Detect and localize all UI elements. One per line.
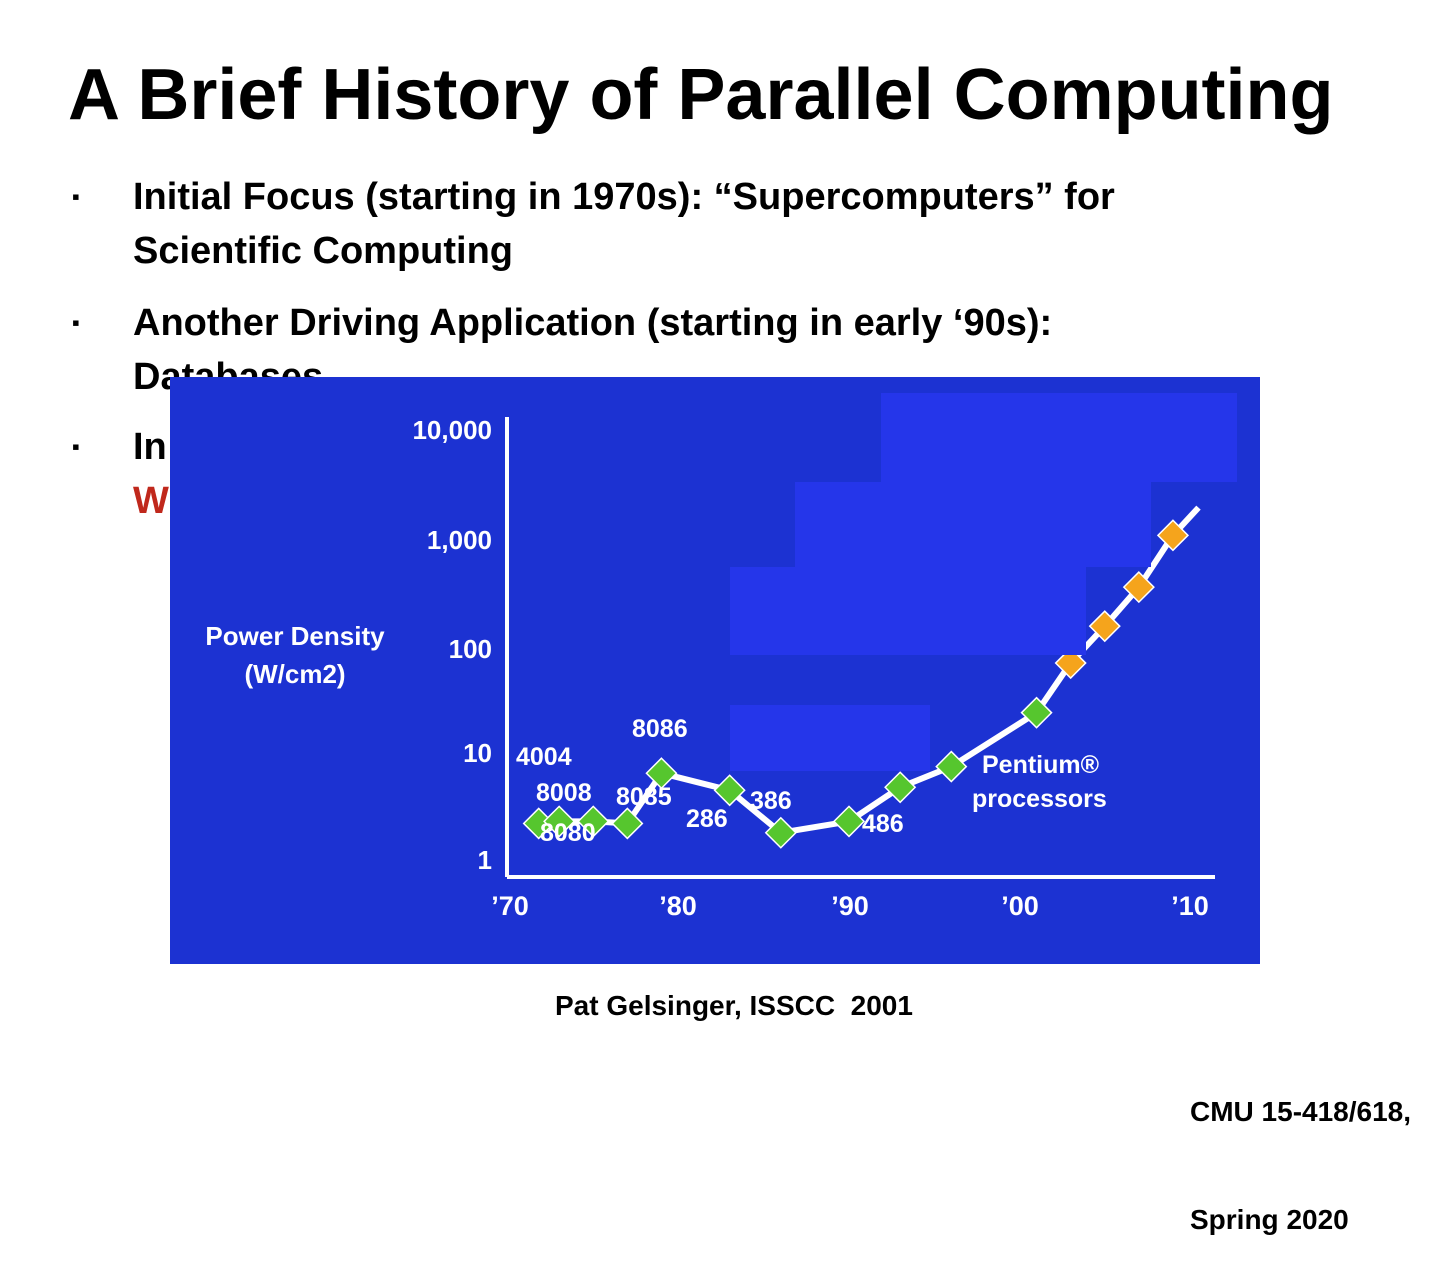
annotation-pentium: Pentium® <box>982 751 1100 779</box>
series-line <box>538 505 1201 836</box>
x-tick-label: ’00 <box>1001 891 1039 921</box>
annotation-8008: 8008 <box>536 779 592 807</box>
annotation-386: 386 <box>750 787 792 815</box>
x-tick-label: ’80 <box>659 891 697 921</box>
bullet-supercomputers: ▪ Initial Focus (starting in 1970s): “Su… <box>72 170 1412 278</box>
y-tick-label: 1,000 <box>427 525 492 555</box>
annotation-8085: 8085 <box>616 783 672 811</box>
bullet-line: In <box>133 426 167 468</box>
x-tick-label: ’70 <box>491 891 529 921</box>
axes <box>505 417 1215 879</box>
data-point-marker <box>1088 610 1121 643</box>
data-point-marker <box>713 774 746 807</box>
data-point-marker <box>1156 519 1190 552</box>
footer-line: Spring 2020 <box>1190 1204 1349 1235</box>
data-point-marker <box>935 750 968 783</box>
chart-svg: 10,000 1,000 100 10 1 ’70 ’80 ’90 ’00 ’1… <box>170 377 1260 964</box>
y-tick-label: 10,000 <box>412 415 492 445</box>
data-point-marker <box>764 816 797 849</box>
y-axis-label-line: Power Density <box>205 621 385 651</box>
data-point-marker <box>1054 646 1087 680</box>
annotation-286: 286 <box>686 805 728 833</box>
y-tick-label: 10 <box>463 738 492 768</box>
course-footer: CMU 15-418/618, Spring 2020 <box>1190 1022 1411 1274</box>
source-caption: Pat Gelsinger, ISSCC 2001 <box>555 990 913 1021</box>
data-point-marker <box>1020 696 1053 729</box>
data-point-marker <box>884 771 917 804</box>
annotation-4004: 4004 <box>516 743 572 771</box>
y-tick-label: 1 <box>478 845 492 875</box>
bullet-marker: ▪ <box>72 310 80 335</box>
bullet-third: ▪ In W <box>72 420 1412 528</box>
mask-block <box>795 482 1151 567</box>
annotation-486: 486 <box>862 810 904 838</box>
slide-title: A Brief History of Parallel Computing <box>68 55 1334 135</box>
x-tick-label: ’10 <box>1171 891 1209 921</box>
mask-block <box>881 393 1237 482</box>
data-point-marker <box>611 807 644 840</box>
annotation-8080: 8080 <box>540 819 596 847</box>
mask-block <box>730 567 1086 655</box>
y-tick-label: 100 <box>449 634 492 664</box>
y-axis-label: Power Density (W/cm2) <box>205 621 385 689</box>
data-point-marker <box>543 805 576 838</box>
annotation-processors: processors <box>972 785 1107 813</box>
annotation-8086: 8086 <box>632 715 688 743</box>
bullet-line: Scientific Computing <box>133 230 513 272</box>
data-point-marker <box>577 805 610 838</box>
y-axis-label-line: (W/cm2) <box>244 659 345 689</box>
data-point-marker <box>1122 571 1155 604</box>
bullet-line: W <box>133 480 169 522</box>
x-tick-label: ’90 <box>831 891 869 921</box>
mask-layer <box>730 393 1237 771</box>
data-point-marker <box>832 805 866 838</box>
power-density-chart: 10,000 1,000 100 10 1 ’70 ’80 ’90 ’00 ’1… <box>170 377 1260 964</box>
footer-line: CMU 15-418/618, <box>1190 1096 1412 1127</box>
axis-labels: 10,000 1,000 100 10 1 ’70 ’80 ’90 ’00 ’1… <box>205 415 1208 921</box>
bullet-line: Another Driving Application (starting in… <box>133 302 1053 344</box>
bullet-line: Initial Focus (starting in 1970s): “Supe… <box>133 176 1115 218</box>
bullet-marker: ▪ <box>72 434 80 459</box>
point-annotations: 4004 8008 8080 8085 8086 286 386 486 Pen… <box>516 715 1107 847</box>
data-point-marker <box>645 757 678 790</box>
series-layer <box>522 505 1201 849</box>
mask-block <box>730 705 930 771</box>
bullet-marker: ▪ <box>72 184 80 209</box>
